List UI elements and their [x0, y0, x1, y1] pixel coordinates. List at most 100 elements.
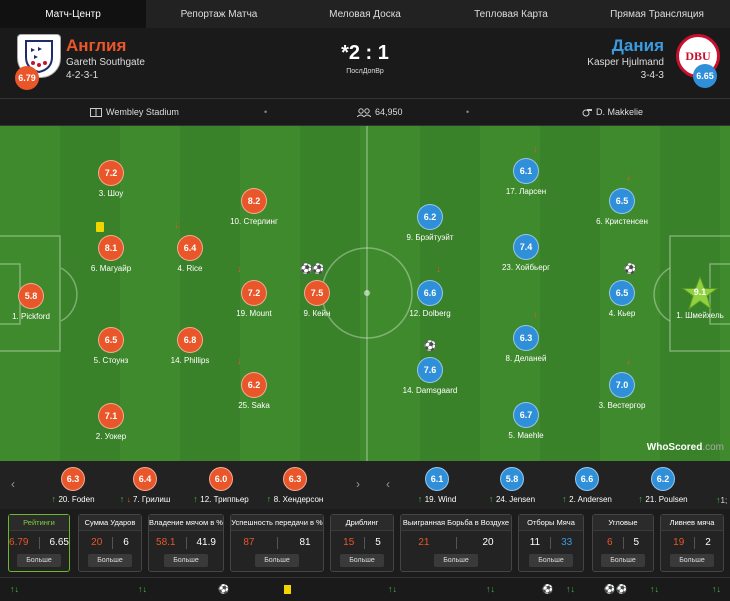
- more-button[interactable]: Больше: [88, 554, 132, 567]
- home-team-name[interactable]: Англия: [66, 36, 127, 55]
- tab-heatmap[interactable]: Тепловая Карта: [474, 8, 548, 20]
- sub-player-card[interactable]: 6.2 ↑ 21. Poulsen: [628, 467, 698, 504]
- sub-off-arrow-icon: ↓: [533, 144, 538, 155]
- player-card[interactable]: 7.0 3. Вестергор: [592, 372, 652, 410]
- substitution-icon[interactable]: ↑↓: [486, 584, 495, 594]
- sub-player-card[interactable]: 6.4 ↑ ↓ 7. Грилиш: [110, 467, 180, 504]
- substitution-icon[interactable]: ↑↓: [566, 584, 575, 594]
- more-button[interactable]: Больше: [164, 554, 208, 567]
- more-button[interactable]: Больше: [340, 554, 384, 567]
- more-button[interactable]: Больше: [601, 554, 645, 567]
- more-button[interactable]: Больше: [670, 554, 714, 567]
- player-card[interactable]: 6.5 6. Кристенсен: [592, 188, 652, 226]
- player-name: 10. Стерлинг: [230, 217, 278, 226]
- stat-card-ratings[interactable]: Рейтинги 6.79 6.65 Больше: [8, 514, 70, 572]
- sub-off-arrow-icon: ↓: [126, 495, 133, 504]
- stat-card-dribbles[interactable]: Дриблинг 15 5 Больше: [330, 514, 394, 572]
- player-name: 20. Foden: [58, 495, 95, 504]
- goal-icon[interactable]: ⚽: [604, 584, 616, 594]
- player-name: 23. Хойбьерг: [501, 263, 551, 272]
- player-card[interactable]: 7.4 23. Хойбьерг: [496, 234, 556, 272]
- sub-player-card[interactable]: 6.0 ↑ 12. Триппьер: [186, 467, 256, 504]
- substitution-icon[interactable]: ↑↓: [10, 584, 19, 594]
- player-card[interactable]: 7.1 2. Уокер: [81, 403, 141, 441]
- player-rating: 6.8: [177, 327, 203, 353]
- player-card[interactable]: 6.6 12. Dolberg: [400, 280, 460, 318]
- stat-title: Дриблинг: [331, 515, 393, 531]
- stats-panel: Рейтинги 6.79 6.65 Больше Сумма Ударов 20…: [0, 509, 730, 577]
- player-rating: 6.6: [417, 280, 443, 306]
- tab-match-centre[interactable]: Матч-Центр: [0, 0, 146, 28]
- more-button[interactable]: Больше: [529, 554, 573, 567]
- watermark-suffix: .com: [702, 442, 724, 453]
- more-button[interactable]: Больше: [17, 554, 61, 567]
- player-card[interactable]: 6.8 14. Phillips: [160, 327, 220, 365]
- player-name: 2. Andersen: [569, 495, 612, 504]
- player-card[interactable]: 8.1 6. Магуайр: [81, 235, 141, 273]
- stat-card-pass-success[interactable]: Успешность передачи в % 87 81 Больше: [230, 514, 324, 572]
- substitution-icon[interactable]: ↑↓: [138, 584, 147, 594]
- sub-player-card[interactable]: 6.6 ↑ 2. Andersen: [552, 467, 622, 504]
- own-goal-icon: ⚽: [300, 264, 313, 275]
- player-card[interactable]: 6.4 4. Rice: [160, 235, 220, 273]
- tab-chalkboard[interactable]: Меловая Доска: [329, 8, 401, 20]
- chevron-right-icon[interactable]: ›: [356, 477, 360, 491]
- home-stat-value: 87: [243, 537, 255, 548]
- substitution-icon[interactable]: ↑↓: [650, 584, 659, 594]
- man-of-the-match-card[interactable]: 9.1 1. Шмейхель: [670, 275, 730, 320]
- chevron-left-icon[interactable]: ‹: [11, 477, 15, 491]
- chevron-left-icon[interactable]: ‹: [386, 477, 390, 491]
- player-name: 12. Dolberg: [409, 309, 451, 318]
- stat-card-dispossessed[interactable]: Ливнев мяча 19 2 Больше: [660, 514, 724, 572]
- attendance-icon: [357, 107, 371, 117]
- goal-icon[interactable]: ⚽: [542, 584, 554, 594]
- player-card[interactable]: 6.5 5. Стоунз: [81, 327, 141, 365]
- sub-player-card[interactable]: 6.3 ↑ 8. Хендерсон: [260, 467, 330, 504]
- more-button[interactable]: Больше: [255, 554, 299, 567]
- substitution-icon[interactable]: ↑↓: [388, 584, 397, 594]
- player-card[interactable]: 7.2 19. Mount: [224, 280, 284, 318]
- stat-card-corners[interactable]: Угловые 6 5 Больше: [592, 514, 654, 572]
- stat-card-aerials-won[interactable]: Выигранная Борьба в Воздухе 21 20 Больше: [400, 514, 512, 572]
- player-name: 6. Магуайр: [90, 264, 132, 273]
- referee-info: D. Makkelie: [582, 107, 643, 117]
- yellow-card-icon[interactable]: [284, 585, 291, 594]
- player-card[interactable]: 6.7 5. Maehle: [496, 402, 556, 440]
- more-button[interactable]: Больше: [434, 554, 478, 567]
- player-card[interactable]: 6.3 8. Делaней: [496, 325, 556, 363]
- player-card[interactable]: 6.5 4. Кьер: [592, 280, 652, 318]
- player-name: 2. Уокер: [95, 432, 127, 441]
- away-team-name[interactable]: Дания: [611, 36, 664, 55]
- sub-player-card[interactable]: 6.1 ↑ 19. Wind: [402, 467, 472, 504]
- player-card[interactable]: 6.1 17. Ларсен: [496, 158, 556, 196]
- tab-bar: Матч-Центр Репортаж Матча Меловая Доска …: [0, 0, 730, 28]
- player-rating: 7.4: [513, 234, 539, 260]
- player-rating: 6.2: [241, 372, 267, 398]
- stat-card-possession[interactable]: Владение мячом в % 58.1 41.9 Больше: [148, 514, 224, 572]
- player-rating: 6.2: [417, 204, 443, 230]
- player-card[interactable]: 7.5 9. Кейн: [287, 280, 347, 318]
- substitution-icon[interactable]: ↑↓: [712, 584, 721, 594]
- stat-card-tackles[interactable]: Отборы Мяча 11 33 Больше: [518, 514, 584, 572]
- goal-icon[interactable]: ⚽: [218, 584, 230, 594]
- player-card[interactable]: 5.8 1. Pickford: [1, 283, 61, 321]
- stat-card-total-shots[interactable]: Сумма Ударов 20 6 Больше: [78, 514, 142, 572]
- goal-icon[interactable]: ⚽: [616, 584, 628, 594]
- away-stat-value: 5: [375, 537, 381, 548]
- player-card[interactable]: 6.2 9. Брэйтуэйт: [400, 204, 460, 242]
- player-card[interactable]: 6.2 25. Saka: [224, 372, 284, 410]
- sub-player-card[interactable]: 6.3 ↑ 20. Foden: [38, 467, 108, 504]
- player-card[interactable]: 8.2 10. Стерлинг: [224, 188, 284, 226]
- tab-match-report[interactable]: Репортаж Матча: [180, 8, 258, 20]
- player-card[interactable]: 7.2 3. Шоу: [81, 160, 141, 198]
- sub-player-card[interactable]: 5.8 ↑ 24. Jensen: [477, 467, 547, 504]
- away-stat-value: 6.65: [49, 537, 69, 548]
- home-stat-value: 20: [91, 537, 103, 548]
- player-card[interactable]: 7.6 14. Damsgaard: [400, 357, 460, 395]
- player-name: 14. Phillips: [170, 356, 210, 365]
- whoscored-logo: WhoScored.com: [647, 442, 724, 453]
- sub-on-arrow-icon: ↑: [488, 494, 496, 504]
- player-rating: 6.6: [575, 467, 599, 491]
- tab-live-commentary[interactable]: Прямая Трансляция: [610, 8, 704, 20]
